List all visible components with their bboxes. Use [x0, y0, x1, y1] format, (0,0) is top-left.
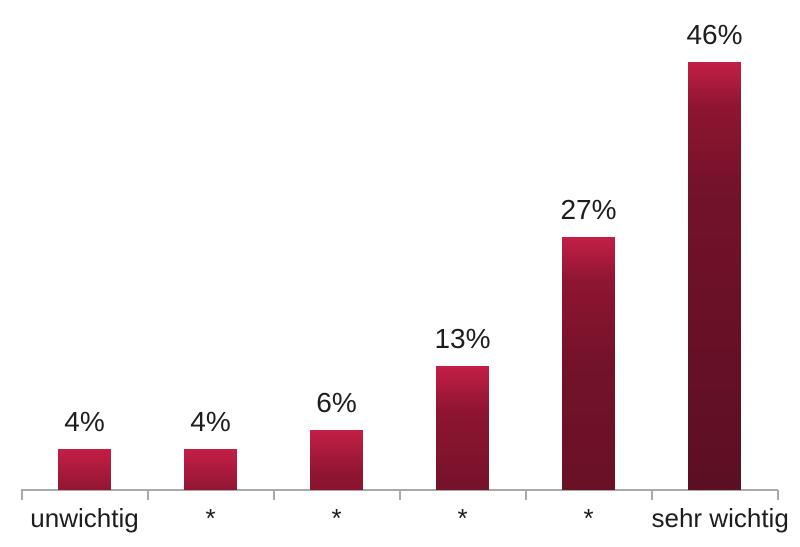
x-axis-category-label: * [457, 503, 468, 533]
bar-column: 27% [526, 194, 652, 490]
bar-column: 46% [652, 19, 778, 490]
bar [688, 62, 741, 490]
x-axis-tick [21, 490, 23, 500]
bar-column: 13% [400, 323, 526, 490]
bar-value-label: 46% [686, 19, 743, 51]
x-axis-tick [525, 490, 527, 500]
bar [436, 366, 489, 490]
bar-value-label: 27% [560, 194, 617, 226]
x-axis-tick [147, 490, 149, 500]
bar-column: 4% [148, 406, 274, 490]
bar [562, 237, 615, 490]
x-axis-tick [651, 490, 653, 500]
bar-value-label: 4% [64, 406, 105, 438]
x-axis-tick [399, 490, 401, 500]
x-axis-tick [777, 490, 779, 500]
bar [310, 430, 363, 490]
x-axis-category-label: sehr wichtig [651, 503, 789, 533]
bar [184, 449, 237, 490]
bar-value-label: 13% [434, 323, 491, 355]
x-axis-category-label: * [583, 503, 594, 533]
bar-column: 4% [22, 406, 148, 490]
x-axis-category-label: unwichtig [30, 503, 139, 533]
bar-column: 6% [274, 387, 400, 490]
x-axis-tick [273, 490, 275, 500]
x-axis-category-label: * [205, 503, 216, 533]
bar [58, 449, 111, 490]
x-axis-category-label: * [331, 503, 342, 533]
bar-value-label: 6% [316, 387, 357, 419]
bar-value-label: 4% [190, 406, 231, 438]
